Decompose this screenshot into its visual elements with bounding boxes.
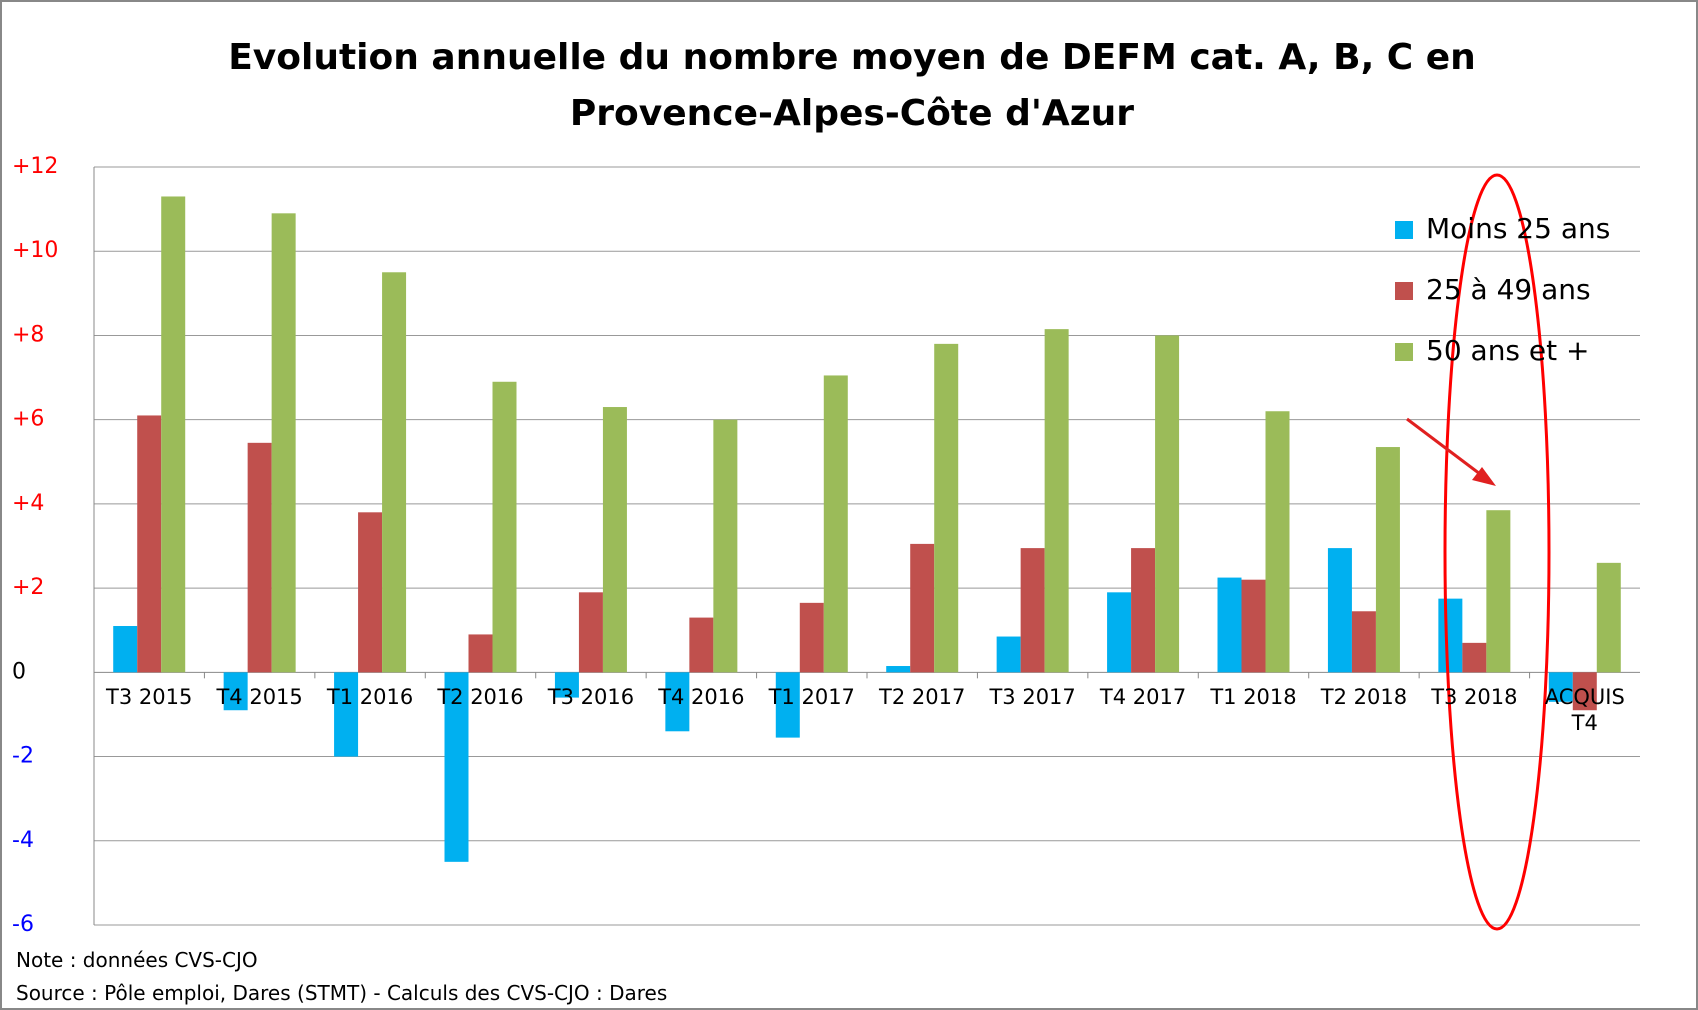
y-tick-label: +6	[12, 407, 44, 432]
legend-item: 25 à 49 ans	[1395, 273, 1591, 306]
bar	[247, 442, 272, 673]
bar	[934, 343, 959, 673]
bar	[554, 672, 579, 698]
bar	[1486, 510, 1511, 673]
y-tick-label: -6	[12, 912, 34, 937]
x-tick-label: T3 2015	[106, 685, 193, 710]
x-tick-label: T2 2018	[1320, 685, 1408, 710]
bar	[492, 381, 517, 673]
y-tick-label: 0	[12, 659, 26, 684]
legend-item: Moins 25 ans	[1395, 212, 1610, 245]
grid	[93, 166, 1640, 926]
bar	[689, 617, 714, 673]
bar	[775, 672, 800, 738]
chart-title: Evolution annuelle du nombre moyen de DE…	[228, 37, 1476, 134]
bar	[468, 634, 493, 673]
bar	[358, 512, 383, 673]
y-tick-label: +10	[12, 238, 58, 263]
bar	[1327, 548, 1352, 673]
bar	[578, 592, 603, 673]
bar	[1596, 562, 1621, 673]
bar	[271, 213, 296, 673]
bar	[1020, 548, 1045, 673]
legend-label: 25 à 49 ans	[1426, 273, 1591, 306]
bar	[713, 419, 738, 673]
legend-swatch	[1395, 343, 1413, 361]
bar	[1438, 598, 1463, 673]
bar	[665, 672, 690, 732]
x-tick-label: T3 2017	[989, 685, 1076, 710]
x-tick-label: T3 2018	[1431, 685, 1518, 710]
bar	[382, 272, 407, 673]
bar	[161, 196, 186, 673]
bar	[1044, 329, 1069, 673]
x-tick-label: T1 2016	[326, 685, 414, 710]
bar	[1131, 548, 1156, 673]
legend-label: Moins 25 ans	[1426, 212, 1610, 245]
bar	[1351, 611, 1376, 673]
y-tick-label: -2	[12, 744, 34, 769]
x-tick-label: T3 2016	[547, 685, 635, 710]
bar	[799, 602, 824, 673]
bar	[444, 672, 469, 862]
bar	[137, 415, 162, 673]
bar	[996, 636, 1021, 673]
bar	[1155, 335, 1180, 673]
arrow-shaft	[1406, 417, 1485, 479]
bars	[113, 196, 1621, 862]
bar	[910, 543, 935, 673]
bar	[1265, 411, 1290, 673]
x-tick-label: T4 2017	[1099, 685, 1187, 710]
bar	[1107, 592, 1132, 673]
y-tick-label: +4	[12, 491, 44, 516]
bar	[223, 672, 248, 711]
bar	[1572, 672, 1597, 711]
x-tick-label: T2 2017	[879, 685, 966, 710]
x-tick-label: T1 2017	[768, 685, 855, 710]
bar	[1217, 577, 1242, 673]
bar	[334, 672, 359, 757]
x-tick-label: T4 2015	[216, 685, 303, 710]
bar	[823, 375, 848, 673]
legend-swatch	[1395, 282, 1413, 300]
x-tick-label: T4 2016	[658, 685, 745, 710]
bar	[602, 407, 627, 673]
legend-label: 50 ans et +	[1426, 334, 1590, 367]
note: Source : Pôle emploi, Dares (STMT) - Cal…	[16, 981, 668, 1005]
y-tick-label: +2	[12, 575, 44, 600]
y-tick-label: +8	[12, 322, 44, 347]
bar	[886, 666, 911, 673]
note: Note : données CVS-CJO	[16, 948, 258, 972]
legend-item: 50 ans et +	[1395, 334, 1590, 367]
x-tick-label: T2 2016	[437, 685, 524, 710]
bar	[1462, 642, 1487, 673]
highlight-ellipse	[1443, 173, 1551, 931]
bar	[1375, 447, 1400, 673]
bar	[113, 626, 138, 673]
bar	[1548, 672, 1573, 702]
y-tick-label: +12	[12, 154, 58, 179]
y-tick-label: -4	[12, 828, 34, 853]
x-tick-label: ACQUIS T4	[1544, 685, 1625, 736]
bar	[1241, 579, 1266, 673]
x-tick-label: T1 2018	[1210, 685, 1297, 710]
legend-swatch	[1395, 221, 1413, 239]
arrow-head	[1472, 467, 1496, 486]
